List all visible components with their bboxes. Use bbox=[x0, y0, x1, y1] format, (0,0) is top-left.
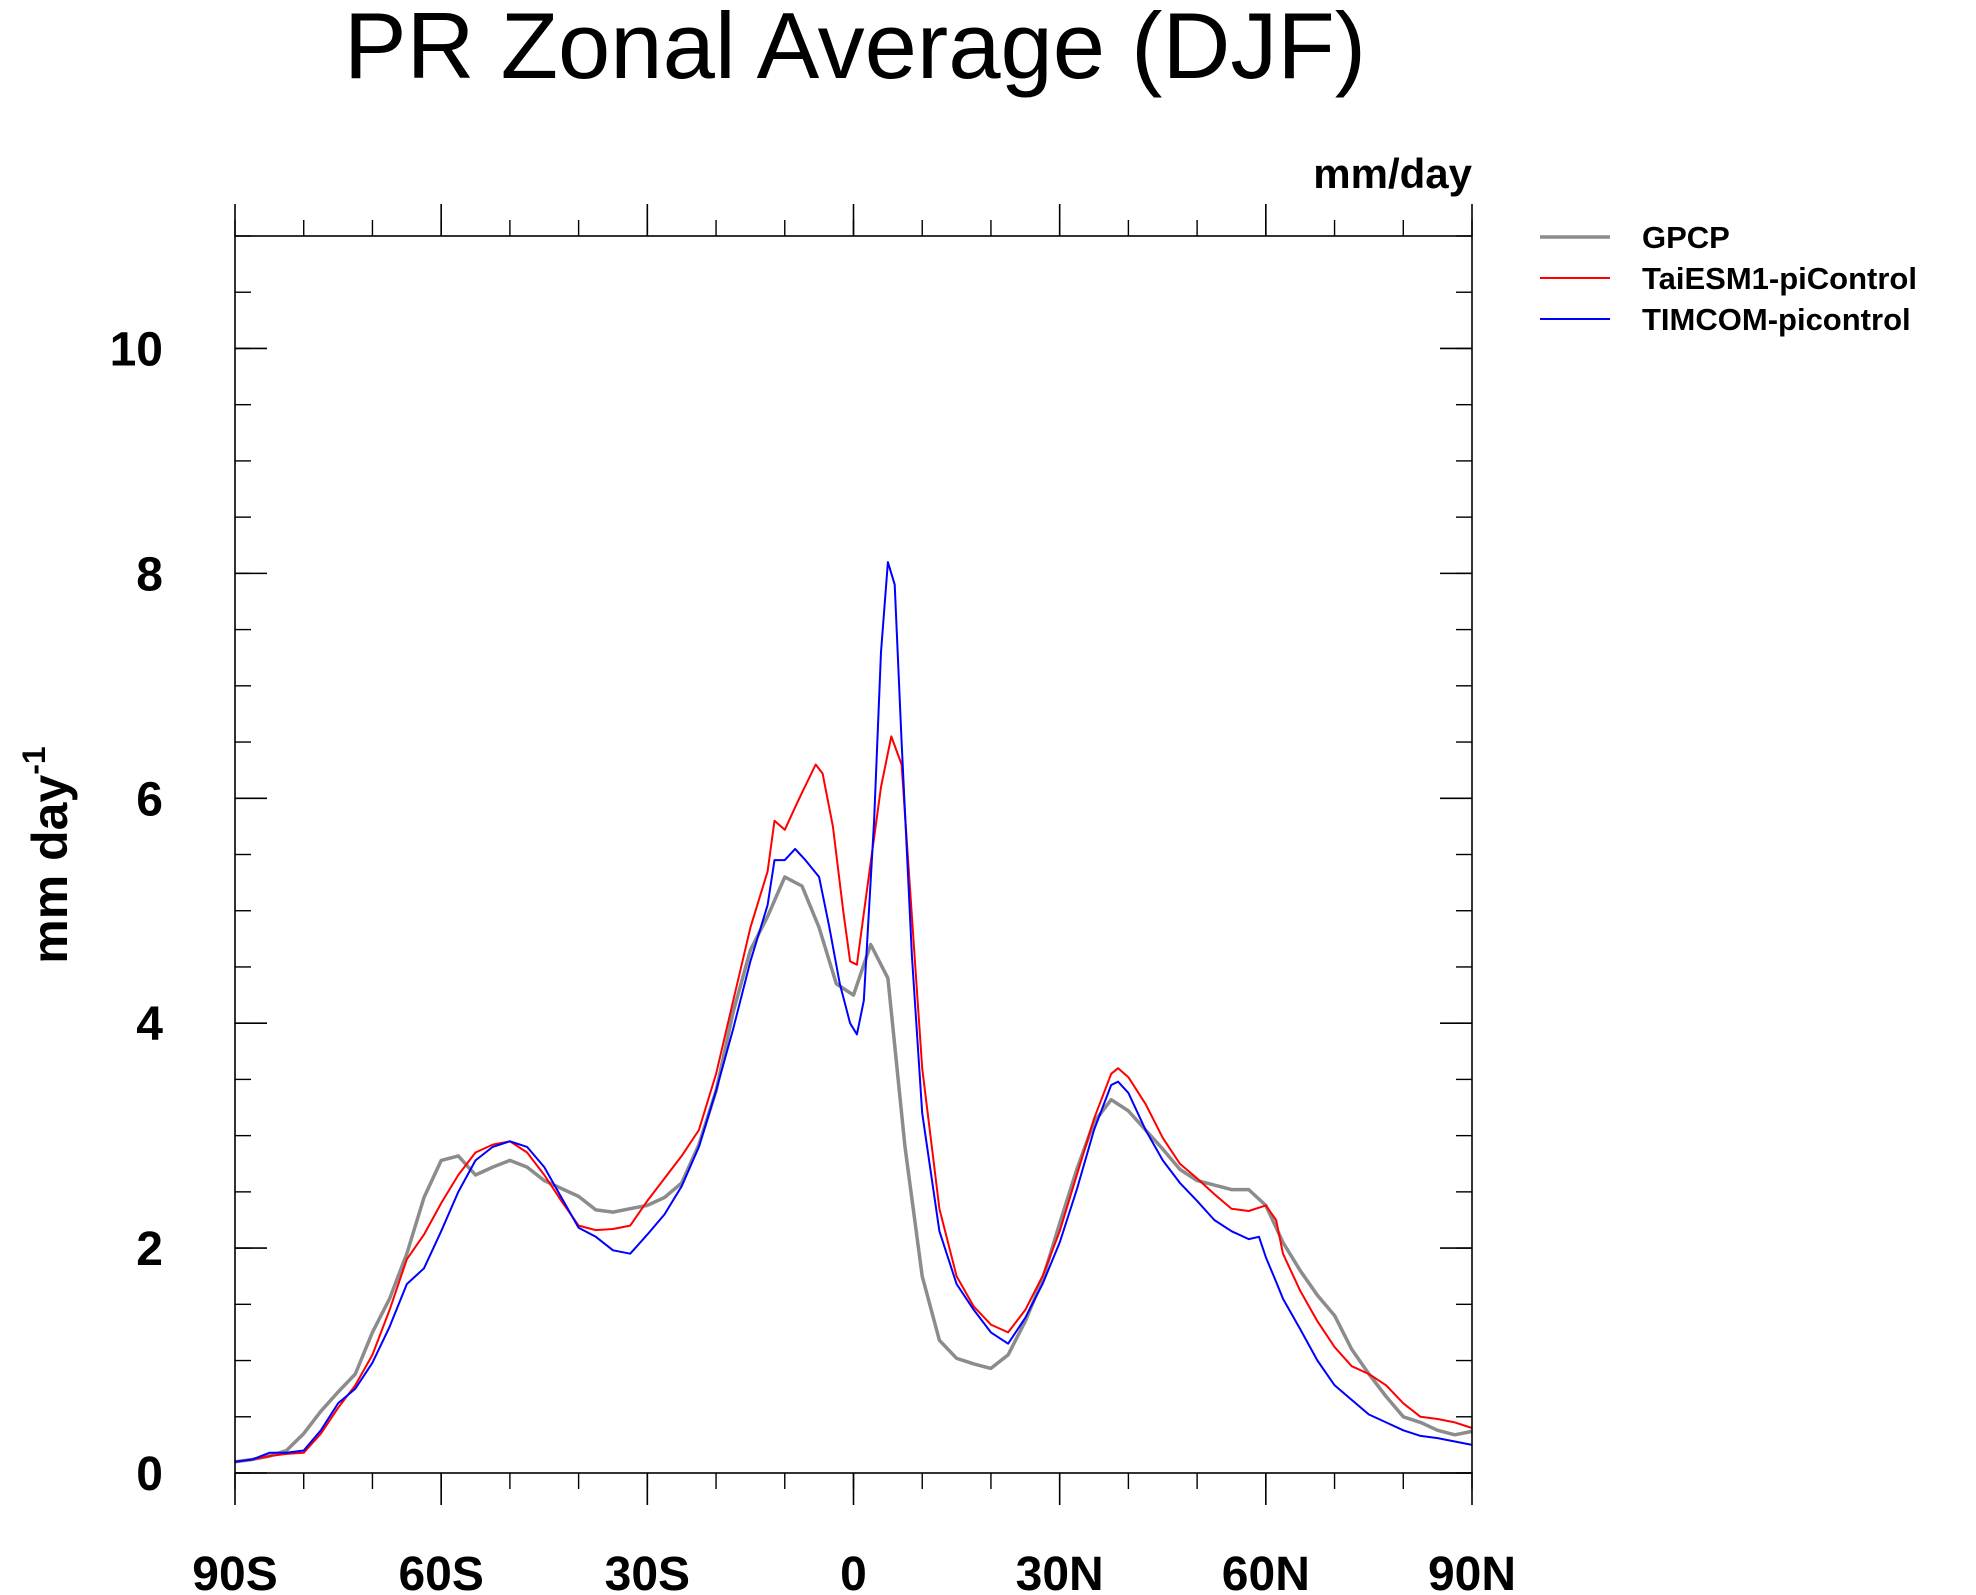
chart-title: PR Zonal Average (DJF) bbox=[344, 0, 1366, 98]
axis-ticks bbox=[234, 204, 1473, 1505]
y-tick-label: 10 bbox=[110, 323, 163, 376]
x-tick-label: 90N bbox=[1428, 1548, 1516, 1595]
legend-label: TIMCOM-picontrol bbox=[1642, 302, 1911, 337]
y-tick-label: 8 bbox=[136, 548, 163, 601]
x-tick-label: 30S bbox=[605, 1548, 690, 1595]
legend: GPCP TaiESM1-piControl TIMCOM-picontrol bbox=[1540, 220, 1917, 337]
y-tick-label: 4 bbox=[136, 998, 163, 1051]
legend-label: TaiESM1-piControl bbox=[1642, 261, 1917, 296]
plot-frame bbox=[234, 235, 1473, 1474]
series-line-timcom-picontrol bbox=[234, 561, 1473, 1463]
series-line-taiesm1-picontrol bbox=[234, 735, 1473, 1463]
y-tick-label: 2 bbox=[136, 1223, 163, 1276]
y-axis-label-superscript: -1 bbox=[16, 746, 52, 774]
x-tick-label: 90S bbox=[192, 1548, 277, 1595]
tick-labels: 90S 60S 30S 0 30N 60N 90N 0 2 4 6 8 10 bbox=[110, 323, 1516, 1595]
series-lines bbox=[234, 561, 1473, 1464]
y-axis-label: mm day-1 bbox=[16, 746, 78, 963]
legend-label: GPCP bbox=[1642, 220, 1730, 255]
x-tick-label: 60N bbox=[1222, 1548, 1310, 1595]
series-line-gpcp bbox=[234, 875, 1473, 1464]
x-tick-label: 0 bbox=[840, 1548, 867, 1595]
x-tick-label: 60S bbox=[398, 1548, 483, 1595]
y-tick-label: 6 bbox=[136, 773, 163, 826]
x-tick-label: 30N bbox=[1016, 1548, 1104, 1595]
y-tick-label: 0 bbox=[136, 1448, 163, 1501]
units-label: mm/day bbox=[1313, 150, 1472, 197]
y-axis-label-main: mm day bbox=[22, 775, 78, 964]
